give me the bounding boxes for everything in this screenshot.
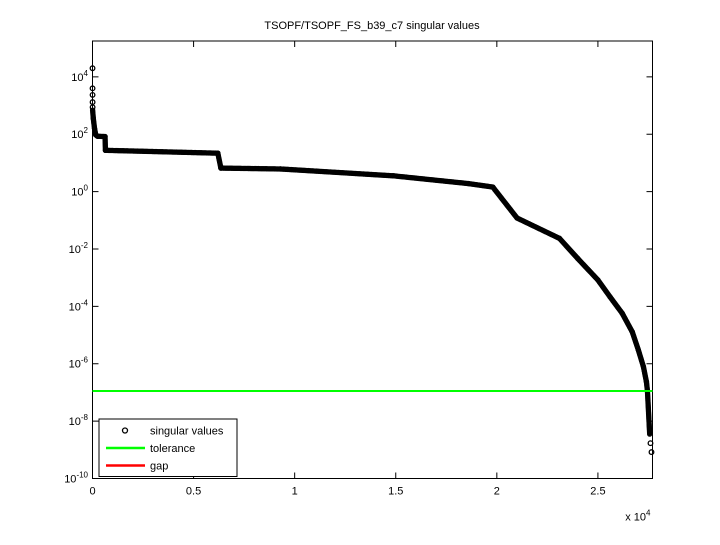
- legend-item-tolerance[interactable]: tolerance: [106, 443, 195, 455]
- y-tick-label: 10-10: [64, 471, 88, 486]
- chart-title: TSOPF/TSOPF_FS_b39_c7 singular values: [264, 20, 480, 32]
- singular-value-marker: [646, 431, 653, 437]
- y-tick-label: 10-8: [69, 413, 89, 428]
- y-tick-label: 10-6: [69, 356, 89, 371]
- x-axis-multiplier-label: x 104: [625, 509, 651, 524]
- singular-value-marker: [648, 449, 655, 456]
- x-tick-label: 2.5: [590, 486, 605, 498]
- legend-item-label: singular values: [150, 426, 224, 438]
- x-tick-label: 0: [89, 486, 95, 498]
- singular-value-marker: [89, 85, 96, 92]
- y-tick-label: 104: [71, 69, 88, 84]
- singular-value-marker: [89, 91, 96, 98]
- singular-values-series: [89, 65, 655, 456]
- x-tick-label: 1.5: [388, 486, 403, 498]
- y-tick-label: 10-4: [69, 298, 89, 313]
- singular-value-marker: [647, 440, 654, 447]
- singular-value-marker: [89, 104, 96, 111]
- y-tick-label: 10-2: [69, 241, 89, 256]
- legend-marker-icon: [121, 427, 129, 434]
- legend-item-label: tolerance: [150, 443, 195, 455]
- axes-box[interactable]: [92, 40, 653, 479]
- legend-item-singular-values[interactable]: singular values: [121, 426, 224, 438]
- x-tick-label: 2: [494, 486, 500, 498]
- x-tick-label: 0.5: [186, 486, 201, 498]
- y-tick-label: 100: [71, 184, 88, 199]
- singular-value-marker: [89, 65, 96, 72]
- x-tick-label: 1: [292, 486, 298, 498]
- legend-item-label: gap: [150, 461, 168, 473]
- y-tick-label: 102: [71, 126, 88, 141]
- legend-item-gap[interactable]: gap: [106, 461, 168, 473]
- legend[interactable]: singular values tolerance gap: [98, 418, 238, 477]
- plot-area[interactable]: 0 0.5 1 1.5 2 2.5 x 104 104 102 100 10-2 10-4 10-6 10…: [64, 40, 655, 524]
